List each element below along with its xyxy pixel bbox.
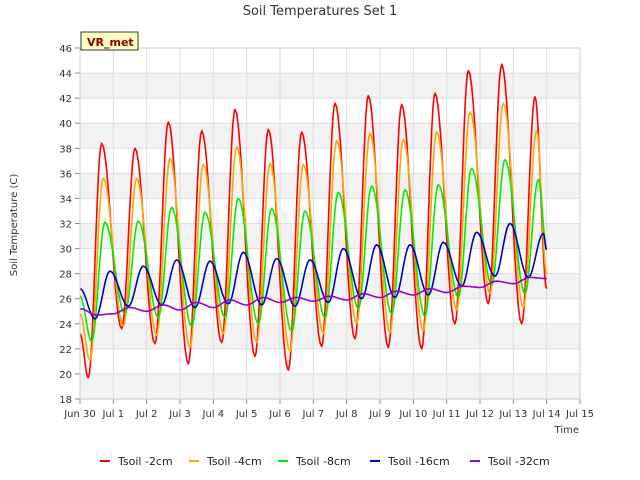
y-tick-label: 40 xyxy=(59,119,72,130)
x-axis-label: Time xyxy=(554,425,579,436)
x-tick-label: Jul 11 xyxy=(432,409,461,420)
y-tick-label: 36 xyxy=(59,169,72,180)
x-tick-label: Jul 2 xyxy=(135,409,158,420)
y-tick-label: 18 xyxy=(59,395,72,406)
y-tick-label: 34 xyxy=(59,194,72,205)
x-tick-label: Jul 10 xyxy=(398,409,427,420)
x-tick-label: Jul 14 xyxy=(532,409,561,420)
grid-band xyxy=(80,73,580,99)
legend-item-5-label: Tsoil -32cm xyxy=(487,455,550,468)
y-tick-label: 38 xyxy=(59,144,72,155)
badge-box xyxy=(80,31,139,51)
y-tick-label: 20 xyxy=(59,370,72,381)
y-tick-label: 44 xyxy=(59,69,72,80)
y-axis-label: Soil Temperature (C) xyxy=(9,174,20,277)
y-tick-label: 46 xyxy=(59,44,72,55)
y-tick-label: 32 xyxy=(59,220,72,231)
legend-item-2-label: Tsoil -4cm xyxy=(206,455,262,468)
axis-ticks: 18 20 22 24 26 28 30 32 34 36 38 40 42 44 46 Jun 30 Jul … xyxy=(59,44,594,420)
x-tick-label: Jul 5 xyxy=(235,409,258,420)
x-tick-label: Jul 6 xyxy=(268,409,291,420)
x-tick-label: Jul 12 xyxy=(465,409,494,420)
x-tick-label: Jul 15 xyxy=(565,409,594,420)
series-tsoil-32cm-line xyxy=(79,276,547,316)
badge-label: VR_met xyxy=(87,36,134,49)
series-tsoil-16cm-line xyxy=(79,222,548,320)
x-tick-label: Jul 13 xyxy=(498,409,527,420)
grid-band xyxy=(80,323,580,349)
series-tsoil-8cm-line xyxy=(79,158,548,343)
y-tick-label: 42 xyxy=(59,94,72,105)
plot-frame xyxy=(79,47,581,400)
x-tick-label: Jul 4 xyxy=(202,409,225,420)
legend-item-4-label: Tsoil -16cm xyxy=(387,455,450,468)
y-tick-label: 24 xyxy=(59,320,72,331)
y-tick-label: 30 xyxy=(59,245,72,256)
y-tick-label: 26 xyxy=(59,295,72,306)
grid-band xyxy=(80,123,580,149)
x-tick-label: Jul 8 xyxy=(335,409,358,420)
legend-item-3-label: Tsoil -8cm xyxy=(295,455,351,468)
y-tick-label: 28 xyxy=(59,270,72,281)
x-tick-label: Jul 1 xyxy=(102,409,125,420)
chart-title: Soil Temperatures Set 1 xyxy=(243,4,398,19)
x-tick-label: Jun 30 xyxy=(63,409,96,420)
series-lines xyxy=(79,63,548,379)
x-tick-label: Jul 3 xyxy=(168,409,191,420)
station-badge: VR_met xyxy=(80,31,139,51)
x-tick-label: Jul 9 xyxy=(368,409,391,420)
legend: Tsoil -2cm Tsoil -4cm Tsoil -8cm Tsoil -16c… xyxy=(100,455,550,468)
grid-band xyxy=(80,373,580,399)
y-tick-label: 22 xyxy=(59,345,72,356)
legend-item-1-label: Tsoil -2cm xyxy=(117,455,173,468)
x-tick-label: Jul 7 xyxy=(302,409,325,420)
